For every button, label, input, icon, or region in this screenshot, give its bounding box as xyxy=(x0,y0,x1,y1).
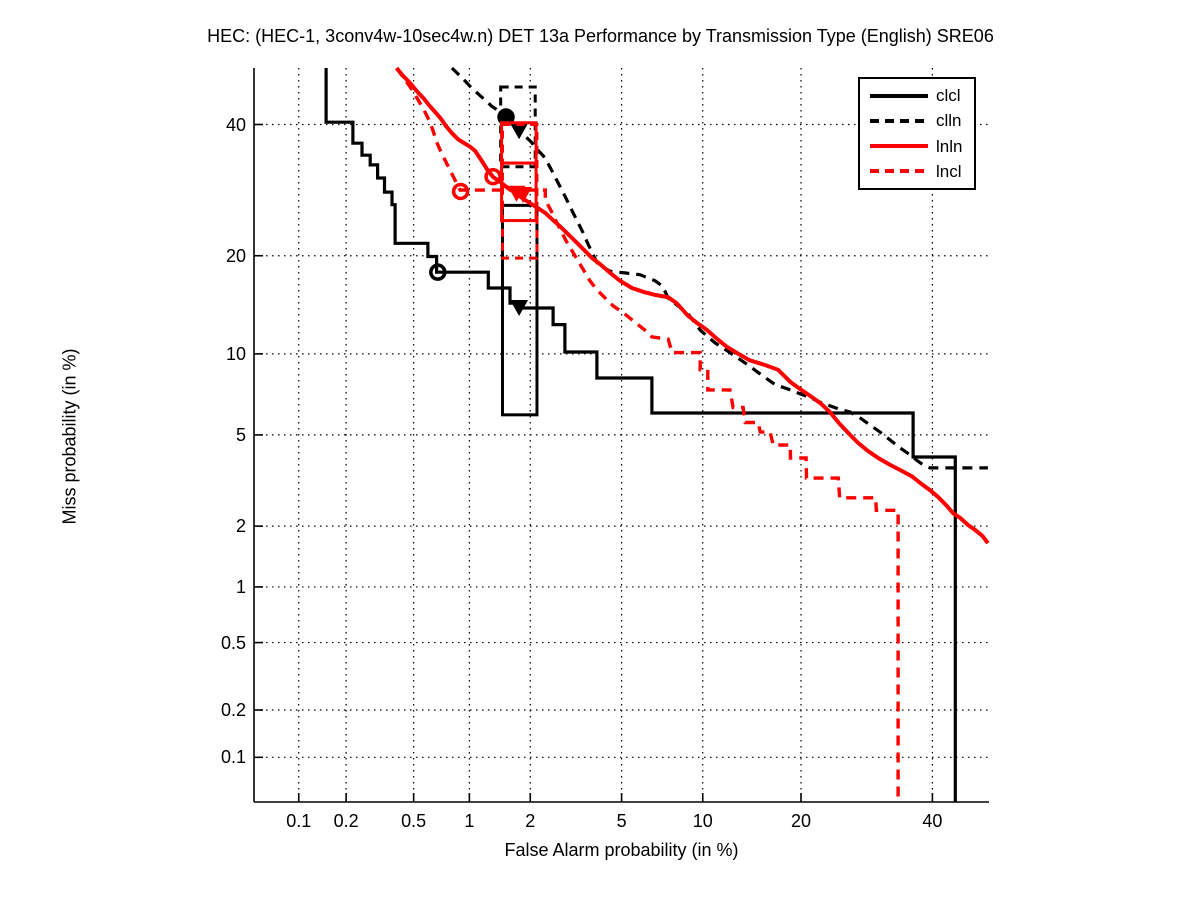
y-tick-label-5: 5 xyxy=(235,424,246,445)
legend-line-sample-lncl xyxy=(870,169,928,174)
x-tick-label-5: 5 xyxy=(616,811,627,831)
legend-label-lncl: lncl xyxy=(936,161,962,181)
legend-line-sample-clln xyxy=(870,118,928,123)
x-axis-label: False Alarm probability (in %) xyxy=(504,840,739,860)
legend-entry-clcl: clcl xyxy=(860,87,974,104)
det-curve-clln xyxy=(450,66,988,470)
legend-entry-lncl: lncl xyxy=(860,163,974,180)
x-tick-label-0.2: 0.2 xyxy=(333,811,359,831)
chart-title: HEC: (HEC-1, 3conv4w-10sec4w.n) DET 13a … xyxy=(207,26,994,46)
legend-label-clln: clln xyxy=(936,111,962,131)
det-curve-lncl xyxy=(395,67,900,802)
y-tick-label-40: 40 xyxy=(225,114,246,135)
x-tick-label-1: 1 xyxy=(464,811,475,831)
legend-line-sample-clcl xyxy=(870,93,928,98)
act-dcf-marker-clcl xyxy=(510,299,529,316)
legend-label-clcl: clcl xyxy=(936,86,961,106)
act-dcf-marker-clln xyxy=(510,123,529,140)
y-tick-label-0.1: 0.1 xyxy=(220,747,246,768)
y-tick-label-1: 1 xyxy=(235,576,246,597)
x-tick-label-20: 20 xyxy=(790,811,812,831)
y-axis-label: Miss probability (in %) xyxy=(59,348,80,525)
y-tick-label-10: 10 xyxy=(225,343,246,364)
min-dcf-marker-lncl xyxy=(451,182,470,201)
legend-entry-lnln: lnln xyxy=(860,138,974,155)
y-tick-label-0.5: 0.5 xyxy=(220,632,246,653)
legend-entry-clln: clln xyxy=(860,112,974,129)
min-dcf-marker-clcl xyxy=(429,263,447,281)
act-dcf-marker-lncl xyxy=(514,187,533,204)
legend-box: clcl clln lnln lncl xyxy=(858,77,976,190)
x-tick-label-0.1: 0.1 xyxy=(286,811,312,831)
x-tick-label-2: 2 xyxy=(525,811,536,831)
legend-line-sample-lnln xyxy=(870,144,928,149)
y-tick-label-20: 20 xyxy=(225,245,246,266)
y-tick-label-0.2: 0.2 xyxy=(220,700,246,721)
legend-label-lnln: lnln xyxy=(936,136,963,156)
min-dcf-marker-lnln xyxy=(484,167,502,186)
dcf-box-clcl-0 xyxy=(500,203,539,417)
x-tick-label-10: 10 xyxy=(692,811,713,831)
x-tick-label-40: 40 xyxy=(922,811,943,831)
det-curve-lnln xyxy=(395,66,990,545)
dcf-box-lncl-0 xyxy=(500,123,539,260)
x-tick-label-0.5: 0.5 xyxy=(401,811,427,831)
y-tick-label-2: 2 xyxy=(235,516,246,537)
